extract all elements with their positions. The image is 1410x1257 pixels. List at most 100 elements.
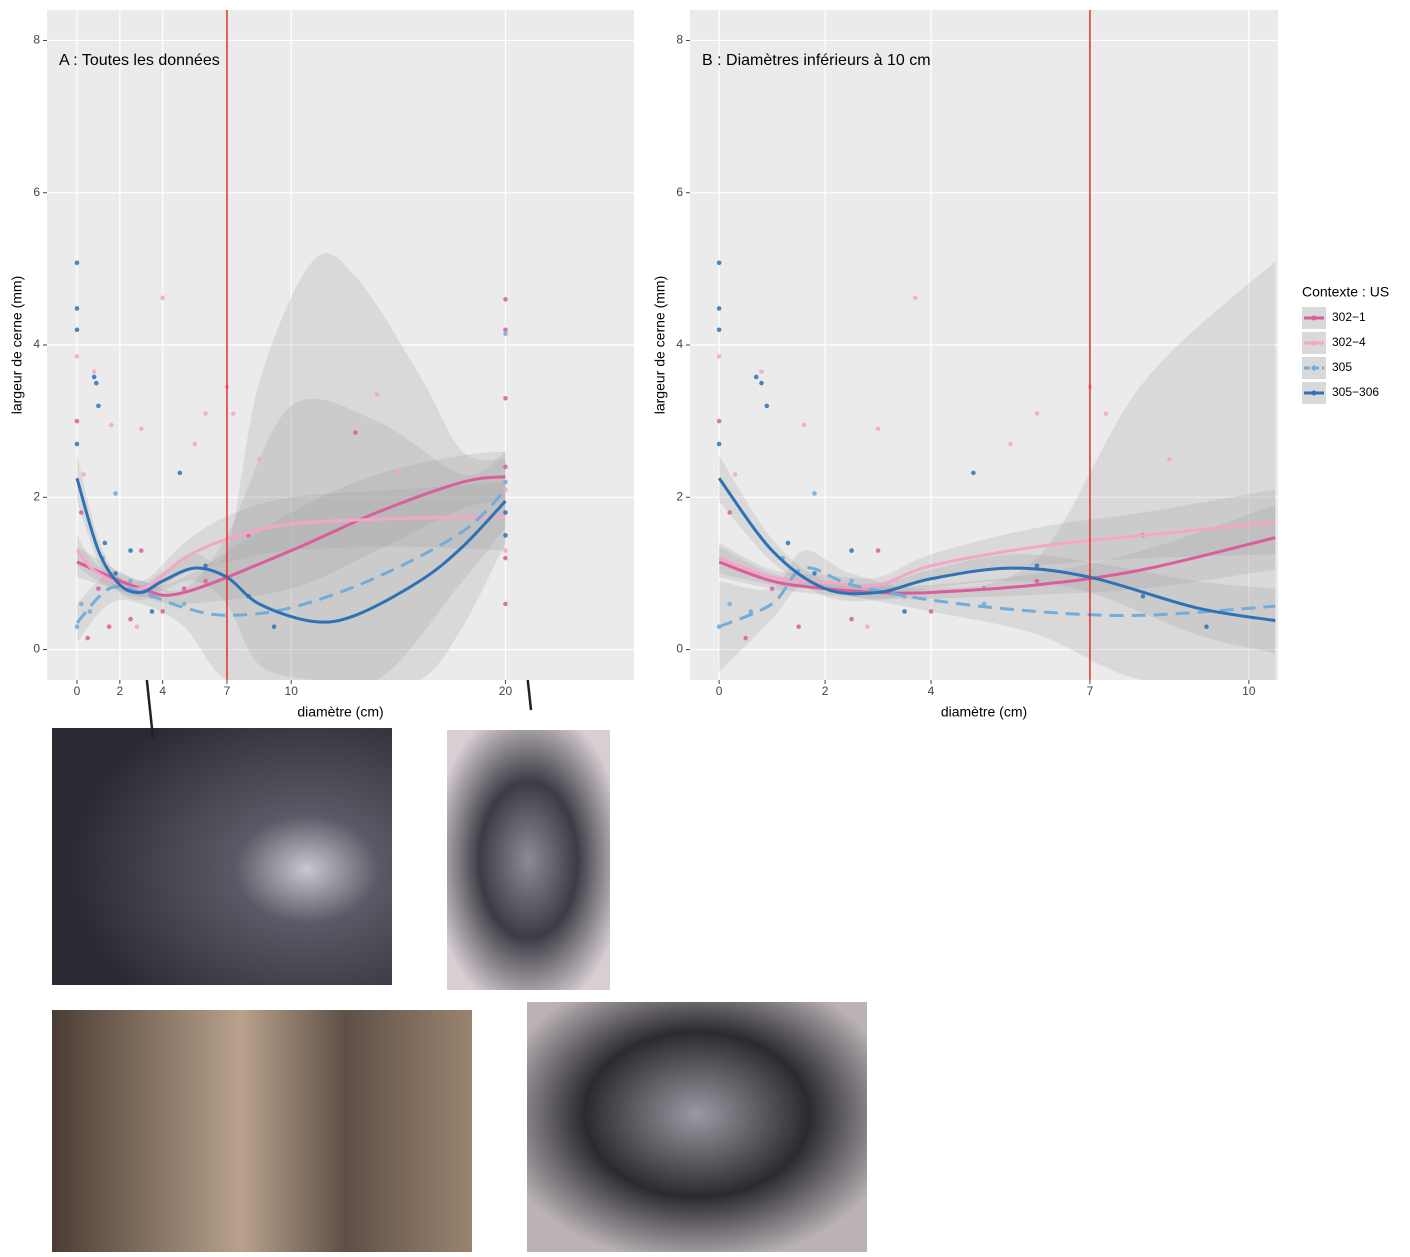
legend-label: 302−1: [1332, 310, 1366, 324]
data-point: [74, 418, 80, 424]
data-point: [1034, 563, 1040, 569]
smooth-line: [718, 566, 1276, 629]
data-point: [875, 426, 881, 432]
y-tick-label: 4: [33, 337, 40, 351]
data-point: [785, 540, 791, 546]
legend-dot: [1311, 315, 1317, 321]
data-point: [87, 609, 93, 614]
data-point: [78, 601, 84, 607]
smooth-line: [75, 514, 506, 591]
data-point: [91, 374, 97, 380]
data-point: [716, 327, 722, 333]
legend-dot: [1311, 365, 1317, 371]
data-point: [353, 430, 358, 435]
data-point: [727, 510, 733, 515]
data-point: [503, 331, 508, 336]
data-point: [128, 616, 133, 622]
data-point: [743, 635, 748, 641]
data-point: [203, 563, 208, 569]
data-point: [503, 395, 508, 401]
y-tick-label: 2: [33, 489, 40, 503]
data-point: [503, 297, 508, 302]
data-point: [74, 260, 80, 266]
data-point: [1034, 411, 1040, 416]
data-point: [503, 548, 508, 553]
data-point: [102, 540, 108, 546]
x-tick-label: 7: [224, 684, 231, 698]
data-point: [753, 374, 759, 380]
data-point: [128, 548, 133, 553]
data-point: [138, 426, 144, 432]
data-point: [716, 354, 722, 359]
data-point: [732, 472, 738, 477]
panel-title: A : Toutes les données: [59, 52, 220, 69]
legend-label: 305: [1332, 360, 1352, 374]
photo: [447, 730, 610, 990]
data-point: [1034, 578, 1040, 584]
data-point: [1204, 624, 1209, 630]
confidence-band: [719, 504, 1276, 600]
data-point: [160, 295, 165, 301]
data-point: [769, 586, 775, 591]
data-point: [912, 295, 918, 301]
legend-label: 305−306: [1332, 385, 1379, 399]
x-axis-label: diamètre (cm): [297, 704, 383, 720]
x-tick-label: 4: [928, 684, 935, 698]
data-point: [1008, 441, 1013, 447]
data-point: [981, 601, 987, 607]
data-point: [865, 624, 870, 630]
data-point: [108, 422, 114, 428]
data-point: [74, 354, 80, 359]
data-point: [1140, 593, 1146, 599]
data-point: [716, 441, 722, 447]
data-point: [160, 609, 165, 614]
y-axis-label: largeur de cerne (mm): [9, 276, 25, 415]
data-point: [812, 491, 817, 496]
smooth-line: [717, 477, 1276, 623]
data-point: [503, 327, 508, 333]
data-point: [503, 533, 508, 538]
data-point: [192, 441, 198, 447]
photo: [52, 728, 392, 985]
data-point: [1167, 456, 1172, 462]
data-point: [503, 510, 508, 515]
data-point: [181, 601, 187, 607]
data-point: [759, 369, 764, 374]
chart-panel: 0 2 4 6 8 0 2 4 7 10 B : Diamètres inférieurs à 10…: [652, 10, 1389, 720]
confidence-band: [719, 455, 1276, 654]
photos: [52, 728, 867, 1252]
data-point: [85, 635, 91, 641]
data-point: [727, 601, 733, 607]
data-point: [796, 624, 801, 630]
data-point: [149, 609, 155, 614]
data-point: [764, 403, 770, 409]
confidence-band: [76, 253, 506, 680]
data-point: [503, 479, 508, 485]
data-point: [812, 571, 817, 576]
data-point: [849, 578, 854, 584]
data-point: [96, 403, 101, 409]
photo: [527, 1002, 867, 1252]
data-point: [503, 555, 508, 561]
arrow: [144, 671, 155, 739]
plot-content: [74, 253, 508, 680]
x-tick-label: 4: [159, 684, 166, 698]
data-point: [503, 487, 508, 492]
data-point: [801, 422, 807, 428]
y-tick-label: 0: [676, 642, 683, 656]
data-point: [1103, 411, 1109, 416]
x-tick-label: 0: [716, 684, 723, 698]
x-tick-label: 10: [285, 684, 299, 698]
data-point: [503, 601, 508, 607]
data-point: [231, 411, 236, 416]
data-point: [81, 472, 86, 477]
confidence-band: [76, 451, 506, 605]
data-point: [849, 616, 854, 622]
data-point: [396, 468, 401, 473]
y-tick-label: 2: [676, 489, 683, 503]
data-point: [96, 586, 101, 591]
data-point: [177, 470, 183, 476]
data-point: [203, 411, 208, 416]
